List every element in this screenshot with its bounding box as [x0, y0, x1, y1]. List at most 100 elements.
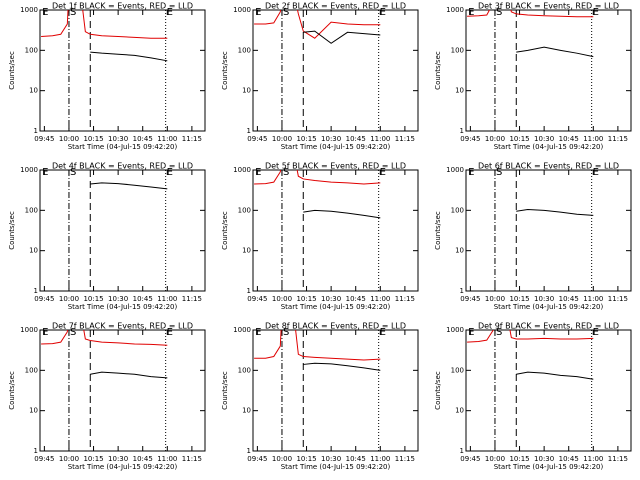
x-tick-label: 10:30: [321, 295, 341, 303]
x-axis-label: Start Time (04-Jul-15 09:42:20): [494, 303, 604, 311]
series-line: [90, 182, 168, 190]
series-line: [516, 46, 594, 58]
x-tick-label: 11:15: [608, 135, 628, 143]
x-tick-label: 10:45: [559, 455, 579, 463]
x-tick-label: 11:00: [583, 295, 603, 303]
y-tick-label: 1: [34, 447, 38, 455]
x-tick-label: 10:00: [59, 455, 79, 463]
marker-label: E: [468, 7, 474, 18]
series-line: [303, 362, 381, 371]
x-tick-label: 10:00: [272, 295, 292, 303]
y-tick-label: 10: [29, 407, 38, 415]
series-line: [516, 208, 594, 216]
chart-title: Det 6f BLACK = Events, RED = LLD: [478, 162, 619, 171]
panel: 1 10 100 1000 09:45 10:00 10:15 10:30 10:45 11:00…: [221, 2, 419, 151]
x-tick-label: 11:15: [395, 455, 415, 463]
y-tick-label: 1: [247, 447, 251, 455]
marker-label: E: [255, 327, 261, 338]
y-axis-label: Counts/sec: [221, 371, 229, 410]
chart-title: Det 8f BLACK = Events, RED = LLD: [265, 322, 406, 331]
panel: 1 10 100 1000 09:45 10:00 10:15 10:30 10:45 11:00…: [8, 162, 206, 311]
marker-label: E: [167, 327, 173, 338]
x-tick-label: 10:45: [133, 295, 153, 303]
x-tick-label: 11:00: [157, 295, 177, 303]
series-line: [41, 10, 168, 39]
x-tick-label: 11:15: [608, 455, 628, 463]
series-line: [467, 10, 594, 18]
y-axis-label: Counts/sec: [8, 211, 16, 250]
y-tick-label: 1: [460, 127, 464, 135]
x-tick-label: 09:45: [460, 135, 480, 143]
x-axis-label: Start Time (04-Jul-15 09:42:20): [494, 143, 604, 151]
y-tick-label: 1000: [446, 166, 464, 174]
y-tick-label: 1: [247, 287, 251, 295]
x-axis-label: Start Time (04-Jul-15 09:42:20): [494, 463, 604, 471]
plot-area: [41, 10, 168, 62]
y-tick-label: 10: [242, 247, 251, 255]
y-tick-label: 1000: [233, 326, 251, 334]
panel: 1 10 100 1000 09:45 10:00 10:15 10:30 10:45 11:00…: [8, 322, 206, 471]
series-line: [254, 170, 381, 185]
plot-frame: [465, 9, 632, 132]
series-line: [254, 10, 381, 39]
y-tick-label: 1000: [233, 166, 251, 174]
y-tick-label: 100: [25, 366, 38, 374]
y-tick-label: 1000: [446, 6, 464, 14]
y-axis-label: Counts/sec: [8, 51, 16, 90]
y-tick-label: 1: [460, 287, 464, 295]
x-tick-label: 11:00: [157, 455, 177, 463]
series-line: [41, 330, 168, 346]
marker-label: E: [593, 327, 599, 338]
y-tick-label: 10: [29, 247, 38, 255]
marker-label: E: [167, 167, 173, 178]
plot-frame: [39, 169, 206, 292]
y-tick-label: 100: [25, 46, 38, 54]
marker-label: E: [42, 7, 48, 18]
y-tick-label: 100: [25, 206, 38, 214]
x-tick-label: 10:15: [296, 455, 316, 463]
x-tick-label: 10:45: [133, 135, 153, 143]
x-axis-label: Start Time (04-Jul-15 09:42:20): [68, 303, 178, 311]
chart-title: Det 4f BLACK = Events, RED = LLD: [52, 162, 193, 171]
plot-area: [516, 208, 594, 216]
marker-label: S: [283, 167, 289, 178]
x-tick-label: 10:30: [321, 135, 341, 143]
marker-label: E: [42, 167, 48, 178]
plot-frame: [465, 169, 632, 292]
y-tick-label: 1000: [20, 326, 38, 334]
y-axis-label: Counts/sec: [8, 371, 16, 410]
marker-label: S: [496, 7, 502, 18]
y-tick-label: 1000: [446, 326, 464, 334]
y-tick-label: 10: [455, 87, 464, 95]
x-tick-label: 11:00: [370, 135, 390, 143]
marker-label: E: [380, 167, 386, 178]
x-tick-label: 10:00: [272, 135, 292, 143]
chart-title: Det 1f BLACK = Events, RED = LLD: [52, 2, 193, 11]
y-axis-label: Counts/sec: [434, 51, 442, 90]
y-tick-label: 100: [238, 206, 251, 214]
marker-label: E: [593, 7, 599, 18]
x-tick-label: 10:00: [485, 455, 505, 463]
x-tick-label: 10:00: [485, 135, 505, 143]
x-tick-label: 10:45: [346, 455, 366, 463]
x-tick-label: 10:15: [509, 455, 529, 463]
marker-label: E: [255, 7, 261, 18]
x-tick-label: 10:00: [59, 295, 79, 303]
plot-area: [254, 170, 381, 219]
series-line: [303, 209, 381, 219]
y-axis-label: Counts/sec: [221, 51, 229, 90]
y-tick-label: 1: [34, 127, 38, 135]
panel: 1 10 100 1000 09:45 10:00 10:15 10:30 10:45 11:00…: [434, 322, 632, 471]
marker-label: S: [283, 327, 289, 338]
x-tick-label: 11:00: [370, 295, 390, 303]
x-tick-label: 10:15: [509, 295, 529, 303]
x-tick-label: 11:15: [395, 295, 415, 303]
x-tick-label: 10:15: [509, 135, 529, 143]
x-tick-label: 10:45: [559, 295, 579, 303]
panel: 1 10 100 1000 09:45 10:00 10:15 10:30 10:45 11:00…: [434, 2, 632, 151]
chart-title: Det 2f BLACK = Events, RED = LLD: [265, 2, 406, 11]
y-axis-label: Counts/sec: [434, 211, 442, 250]
x-tick-label: 11:00: [583, 135, 603, 143]
y-tick-label: 100: [451, 206, 464, 214]
